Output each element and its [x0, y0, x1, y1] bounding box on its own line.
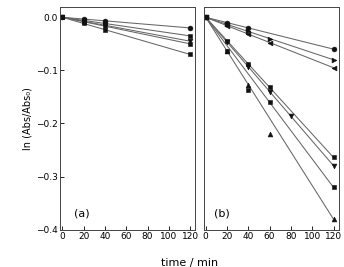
Text: (a): (a) [74, 208, 89, 218]
Text: (b): (b) [214, 208, 230, 218]
Text: time / min: time / min [161, 258, 218, 267]
Y-axis label: ln (Abs/Abs₀): ln (Abs/Abs₀) [23, 87, 33, 150]
